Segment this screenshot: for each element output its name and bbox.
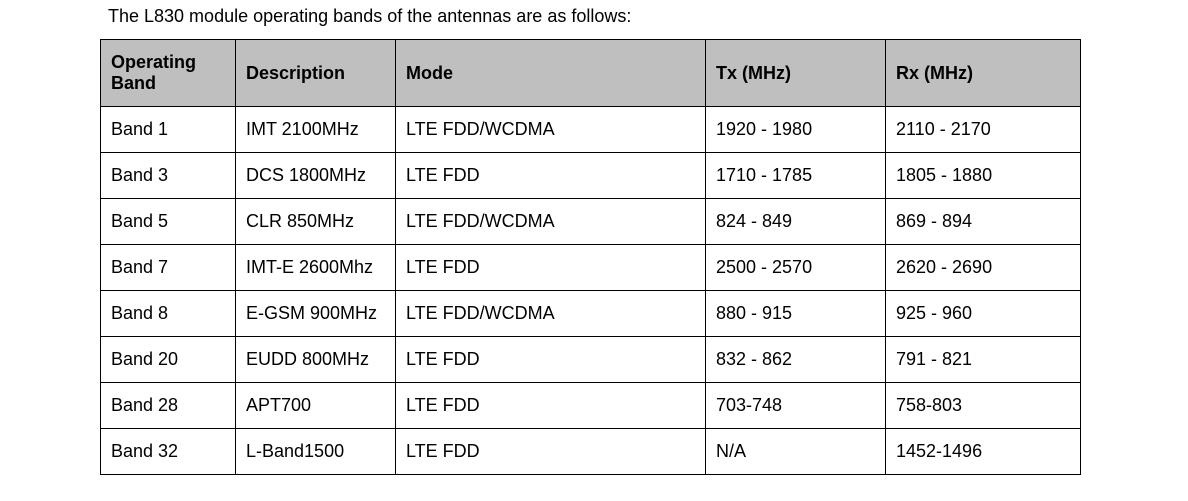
cell-band: Band 3 <box>101 153 236 199</box>
table-row: Band 1 IMT 2100MHz LTE FDD/WCDMA 1920 - … <box>101 107 1081 153</box>
col-header-tx: Tx (MHz) <box>706 40 886 107</box>
table-header-row: Operating Band Description Mode Tx (MHz)… <box>101 40 1081 107</box>
cell-desc: APT700 <box>236 383 396 429</box>
col-header-rx: Rx (MHz) <box>886 40 1081 107</box>
cell-rx: 758-803 <box>886 383 1081 429</box>
cell-tx: 2500 - 2570 <box>706 245 886 291</box>
cell-mode: LTE FDD <box>396 429 706 475</box>
cell-mode: LTE FDD <box>396 337 706 383</box>
table-row: Band 28 APT700 LTE FDD 703-748 758-803 <box>101 383 1081 429</box>
col-header-mode: Mode <box>396 40 706 107</box>
table-row: Band 5 CLR 850MHz LTE FDD/WCDMA 824 - 84… <box>101 199 1081 245</box>
cell-band: Band 28 <box>101 383 236 429</box>
cell-tx: 824 - 849 <box>706 199 886 245</box>
cell-rx: 2620 - 2690 <box>886 245 1081 291</box>
table-row: Band 3 DCS 1800MHz LTE FDD 1710 - 1785 1… <box>101 153 1081 199</box>
cell-tx: 703-748 <box>706 383 886 429</box>
cell-mode: LTE FDD/WCDMA <box>396 107 706 153</box>
cell-tx: 880 - 915 <box>706 291 886 337</box>
cell-desc: EUDD 800MHz <box>236 337 396 383</box>
cell-band: Band 20 <box>101 337 236 383</box>
col-header-operating-band: Operating Band <box>101 40 236 107</box>
cell-tx: 832 - 862 <box>706 337 886 383</box>
cell-rx: 925 - 960 <box>886 291 1081 337</box>
cell-desc: CLR 850MHz <box>236 199 396 245</box>
cell-tx: 1710 - 1785 <box>706 153 886 199</box>
cell-rx: 791 - 821 <box>886 337 1081 383</box>
cell-rx: 1805 - 1880 <box>886 153 1081 199</box>
table-row: Band 20 EUDD 800MHz LTE FDD 832 - 862 79… <box>101 337 1081 383</box>
table-row: Band 8 E-GSM 900MHz LTE FDD/WCDMA 880 - … <box>101 291 1081 337</box>
intro-paragraph: The L830 module operating bands of the a… <box>108 6 1088 27</box>
cell-rx: 1452-1496 <box>886 429 1081 475</box>
cell-band: Band 8 <box>101 291 236 337</box>
cell-tx: 1920 - 1980 <box>706 107 886 153</box>
table-row: Band 7 IMT-E 2600Mhz LTE FDD 2500 - 2570… <box>101 245 1081 291</box>
cell-desc: L-Band1500 <box>236 429 396 475</box>
cell-mode: LTE FDD <box>396 153 706 199</box>
operating-bands-table: Operating Band Description Mode Tx (MHz)… <box>100 39 1081 475</box>
cell-desc: E-GSM 900MHz <box>236 291 396 337</box>
col-header-description: Description <box>236 40 396 107</box>
cell-mode: LTE FDD <box>396 245 706 291</box>
cell-tx: N/A <box>706 429 886 475</box>
cell-band: Band 7 <box>101 245 236 291</box>
table-row: Band 32 L-Band1500 LTE FDD N/A 1452-1496 <box>101 429 1081 475</box>
cell-rx: 2110 - 2170 <box>886 107 1081 153</box>
cell-rx: 869 - 894 <box>886 199 1081 245</box>
cell-band: Band 1 <box>101 107 236 153</box>
document-container: The L830 module operating bands of the a… <box>0 0 1188 495</box>
cell-desc: IMT-E 2600Mhz <box>236 245 396 291</box>
cell-band: Band 32 <box>101 429 236 475</box>
cell-mode: LTE FDD/WCDMA <box>396 199 706 245</box>
cell-desc: IMT 2100MHz <box>236 107 396 153</box>
cell-mode: LTE FDD/WCDMA <box>396 291 706 337</box>
cell-band: Band 5 <box>101 199 236 245</box>
cell-desc: DCS 1800MHz <box>236 153 396 199</box>
cell-mode: LTE FDD <box>396 383 706 429</box>
